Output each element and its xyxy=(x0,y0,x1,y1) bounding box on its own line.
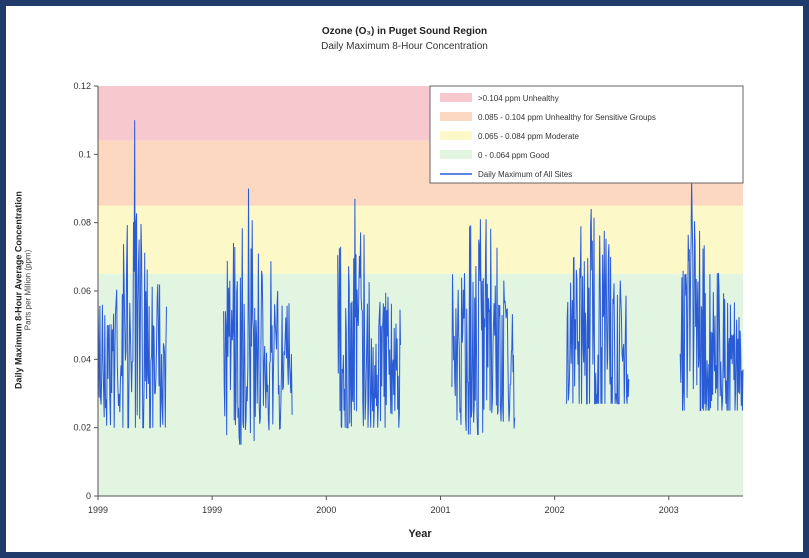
x-tick-label-2: 2000 xyxy=(316,505,336,515)
x-tick-label-5: 2003 xyxy=(659,505,679,515)
series-line-season-0 xyxy=(97,120,167,429)
legend-label-4: Daily Maximum of All Sites xyxy=(478,170,572,179)
series-line-season-5 xyxy=(679,178,744,412)
legend-label-3: 0 - 0.064 ppm Good xyxy=(478,151,549,160)
legend-swatch-2 xyxy=(440,131,472,140)
band-3 xyxy=(98,273,743,496)
x-tick-label-4: 2002 xyxy=(545,505,565,515)
chart-subtitle: Daily Maximum 8-Hour Concentration xyxy=(321,41,488,52)
series-line-season-4 xyxy=(565,208,630,405)
legend-label-1: 0.085 - 0.104 ppm Unhealthy for Sensitiv… xyxy=(478,113,656,122)
legend-box xyxy=(429,85,744,184)
x-tick-label-0: 1999 xyxy=(88,505,108,515)
legend-label-0: >0.104 ppm Unhealthy xyxy=(478,94,559,103)
x-tick-label-1: 1999 xyxy=(202,505,222,515)
legend-swatch-3 xyxy=(440,150,472,159)
y-tick-label-0: 0 xyxy=(86,491,91,501)
y-tick-label-4: 0.08 xyxy=(73,218,91,228)
y-tick-label-3: 0.06 xyxy=(73,286,91,296)
series-line-season-1 xyxy=(223,188,293,445)
series-line-season-3 xyxy=(451,219,516,435)
series-line-season-2 xyxy=(337,198,401,429)
chart-title: Ozone (O₃) in Puget Sound Region xyxy=(321,26,488,37)
y-tick-label-6: 0.12 xyxy=(73,81,91,91)
x-tick-label-3: 2001 xyxy=(430,505,450,515)
x-axis-label: Year xyxy=(408,528,432,540)
legend-swatch-0 xyxy=(440,93,472,102)
legend-label-2: 0.065 - 0.084 ppm Moderate xyxy=(478,132,580,141)
y-tick-label-5: 0.1 xyxy=(78,149,91,159)
y-tick-label-1: 0.02 xyxy=(73,423,91,433)
legend-swatch-1 xyxy=(440,112,472,121)
band-2 xyxy=(98,205,743,274)
y-tick-label-2: 0.04 xyxy=(73,354,91,364)
